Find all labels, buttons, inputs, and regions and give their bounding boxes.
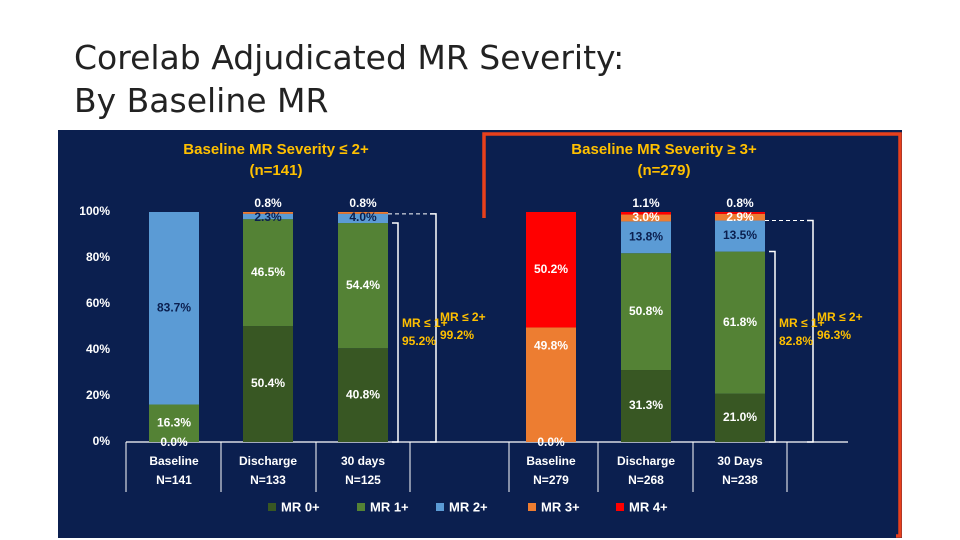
data-label: 50.2% [534, 262, 568, 276]
bar-segment-2plus [243, 213, 293, 220]
y-tick-label: 80% [86, 250, 110, 264]
x-tick-n-label: N=141 [156, 473, 192, 487]
bracket-le2-value: 99.2% [440, 328, 474, 342]
legend-swatch [616, 503, 624, 511]
data-label-small: 2.3% [254, 210, 282, 224]
x-tick-label: Discharge [239, 454, 297, 468]
x-tick-label: 30 Days [717, 454, 763, 468]
bar-segment-3plus [526, 327, 576, 442]
bar-segment-3plus [243, 212, 293, 214]
data-label: 61.8% [723, 315, 757, 329]
bar-segment-3plus [338, 212, 388, 214]
y-tick-label: 40% [86, 342, 110, 356]
data-label: 83.7% [157, 300, 191, 314]
bar-segment-0plus [243, 326, 293, 442]
legend-swatch [268, 503, 276, 511]
legend-label: MR 3+ [541, 499, 580, 514]
data-label: 49.8% [534, 339, 568, 353]
data-label-above: 1.1% [632, 196, 660, 210]
bar-segment-1plus [338, 223, 388, 349]
bracket-mr-le1 [769, 250, 776, 443]
bar-segment-0plus [338, 348, 388, 442]
bracket-le1-label: MR ≤ 1+ [779, 316, 825, 330]
y-tick-label: 0% [93, 434, 111, 448]
legend-label: MR 1+ [370, 499, 409, 514]
zero-label: 0.0% [537, 435, 565, 449]
bar-segment-2plus [338, 213, 388, 224]
x-tick-n-label: N=133 [250, 473, 286, 487]
bracket-mr-le2 [430, 213, 437, 443]
bracket-mr-le2 [807, 219, 814, 443]
bar-segment-0plus [621, 370, 671, 442]
data-label: 13.8% [629, 229, 663, 243]
stacked-bar-chart: 0% 20% 40% 60% 80% 100% Baseline MR Severity ≤… [79, 132, 902, 538]
group-le2-subtitle: (n=141) [250, 162, 303, 179]
x-tick-label: 30 days [341, 454, 385, 468]
bar-segment-3plus [715, 213, 765, 221]
legend-label: MR 2+ [449, 499, 488, 514]
y-tick-label: 100% [79, 204, 110, 218]
data-label-above: 0.8% [254, 196, 282, 210]
bar-segment-1plus [715, 251, 765, 394]
legend-swatch [436, 503, 444, 511]
bar-segment-3plus [621, 214, 671, 222]
data-label: 16.3% [157, 416, 191, 430]
bar-segment-1plus [243, 219, 293, 327]
x-tick-n-label: N=238 [722, 473, 758, 487]
group-ge3-subtitle: (n=279) [638, 162, 691, 179]
y-tick-label: 20% [86, 388, 110, 402]
x-tick-n-label: N=268 [628, 473, 664, 487]
group-ge3-title: Baseline MR Severity ≥ 3+ [571, 141, 757, 158]
bracket-mr-le1 [392, 222, 399, 443]
highlight-outline [482, 132, 902, 538]
bracket-le1-value: 95.2% [402, 334, 436, 348]
bar-segment-4plus [715, 212, 765, 214]
data-label: 13.5% [723, 228, 757, 242]
data-label-above: 0.8% [726, 196, 754, 210]
slide-title: Corelab Adjudicated MR Severity: By Base… [74, 36, 794, 122]
data-label-small: 4.0% [349, 210, 377, 224]
data-label: 46.5% [251, 265, 285, 279]
bracket-le2-label: MR ≤ 2+ [440, 310, 486, 324]
bracket-le2-label: MR ≤ 2+ [817, 310, 863, 324]
zero-label: 0.0% [160, 435, 188, 449]
bar-segment-4plus [526, 212, 576, 328]
data-label-small: 2.9% [726, 210, 754, 224]
data-label: 31.3% [629, 398, 663, 412]
data-label-above: 0.8% [349, 196, 377, 210]
x-tick-n-label: N=125 [345, 473, 381, 487]
bar-segment-1plus [621, 253, 671, 371]
data-label: 50.4% [251, 376, 285, 390]
bar-segment-1plus [149, 404, 199, 442]
slide-title-line2: By Baseline MR [74, 81, 329, 120]
chart-panel: 0% 20% 40% 60% 80% 100% Baseline MR Severity ≤… [58, 130, 902, 538]
group-le2-title: Baseline MR Severity ≤ 2+ [183, 141, 369, 158]
bracket-le1-value: 82.8% [779, 334, 813, 348]
legend-swatch [528, 503, 536, 511]
bracket-le2-value: 96.3% [817, 328, 851, 342]
legend-label: MR 0+ [281, 499, 320, 514]
legend-label: MR 4+ [629, 499, 668, 514]
data-label: 50.8% [629, 304, 663, 318]
bar-segment-4plus [621, 212, 671, 215]
legend-swatch [357, 503, 365, 511]
x-tick-label: Baseline [149, 454, 199, 468]
slide-title-line1: Corelab Adjudicated MR Severity: [74, 38, 625, 77]
data-label-small: 3.0% [632, 210, 660, 224]
x-tick-n-label: N=279 [533, 473, 569, 487]
data-label: 40.8% [346, 387, 380, 401]
x-tick-label: Discharge [617, 454, 675, 468]
bar-segment-2plus [715, 220, 765, 252]
data-label: 21.0% [723, 410, 757, 424]
bar-segment-0plus [715, 393, 765, 442]
x-tick-label: Baseline [526, 454, 576, 468]
bar-segment-2plus [621, 221, 671, 254]
bracket-le1-label: MR ≤ 1+ [402, 316, 448, 330]
y-tick-label: 60% [86, 296, 110, 310]
bar-segment-2plus [149, 212, 199, 405]
data-label: 54.4% [346, 278, 380, 292]
